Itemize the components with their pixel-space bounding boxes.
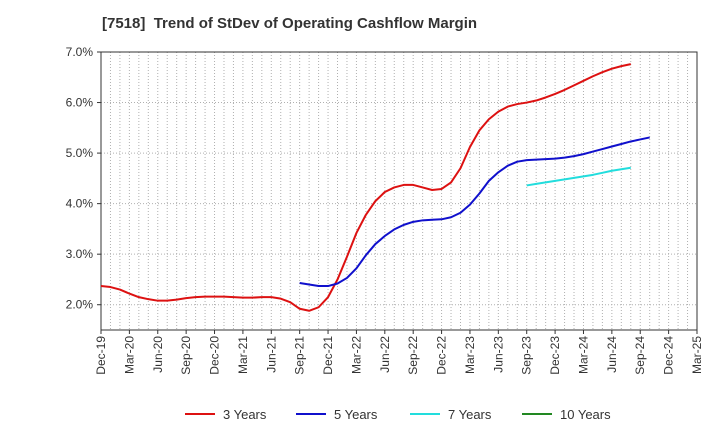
plot-area-border xyxy=(100,51,698,331)
x-tick-label: Mar-21 xyxy=(236,336,250,374)
x-tick-label: Jun-24 xyxy=(605,336,619,373)
x-tick-label: Dec-23 xyxy=(548,336,562,375)
y-axis: 2.0% 3.0% 4.0% 5.0% 6.0% 7.0% xyxy=(66,45,101,312)
x-tick-label: Mar-23 xyxy=(463,336,477,374)
series-line-5-years xyxy=(299,136,650,288)
y-tick-label: 7.0% xyxy=(66,45,94,59)
x-tick-label: Dec-22 xyxy=(435,336,449,375)
x-tick-label: Dec-20 xyxy=(208,336,222,375)
series-line-7-years xyxy=(526,166,631,187)
x-tick-label: Dec-21 xyxy=(321,336,335,375)
series-line-3-years xyxy=(100,63,631,312)
x-tick-label: Mar-25 xyxy=(690,336,704,374)
y-tick-label: 3.0% xyxy=(66,247,94,261)
x-tick-label: Mar-20 xyxy=(122,336,136,374)
y-tick-label: 6.0% xyxy=(66,96,94,110)
x-tick-label: Sep-20 xyxy=(179,336,193,375)
x-tick-label: Sep-22 xyxy=(406,336,420,375)
legend-label: 3 Years xyxy=(223,407,267,422)
x-tick-label: Jun-22 xyxy=(378,336,392,373)
x-tick-label: Jun-20 xyxy=(151,336,165,373)
x-axis: Dec-19 Mar-20 Jun-20 Sep-20 Dec-20 Mar-21 Jun-… xyxy=(94,330,704,375)
legend-label: 10 Years xyxy=(560,407,611,422)
x-tick-label: Dec-24 xyxy=(662,336,676,375)
legend: 3 Years 5 Years 7 Years 10 Years xyxy=(185,407,611,422)
legend-item-3-years: 3 Years xyxy=(185,407,267,422)
y-tick-label: 2.0% xyxy=(66,298,94,312)
legend-item-10-years: 10 Years xyxy=(522,407,611,422)
chart-title: [7518] Trend of StDev of Operating Cashf… xyxy=(102,15,477,32)
x-tick-label: Mar-22 xyxy=(349,336,363,374)
x-tick-label: Sep-23 xyxy=(520,336,534,375)
x-tick-label: Sep-21 xyxy=(293,336,307,375)
x-tick-label: Sep-24 xyxy=(633,336,647,375)
legend-item-5-years: 5 Years xyxy=(296,407,378,422)
x-tick-label: Mar-24 xyxy=(576,336,590,374)
x-tick-label: Dec-19 xyxy=(94,336,108,375)
series xyxy=(100,63,650,312)
legend-label: 7 Years xyxy=(448,407,492,422)
x-tick-label: Jun-23 xyxy=(491,336,505,373)
y-tick-label: 5.0% xyxy=(66,146,94,160)
grid xyxy=(101,52,697,330)
legend-label: 5 Years xyxy=(334,407,378,422)
legend-item-7-years: 7 Years xyxy=(410,407,492,422)
x-tick-label: Jun-21 xyxy=(264,336,278,373)
y-tick-label: 4.0% xyxy=(66,197,94,211)
